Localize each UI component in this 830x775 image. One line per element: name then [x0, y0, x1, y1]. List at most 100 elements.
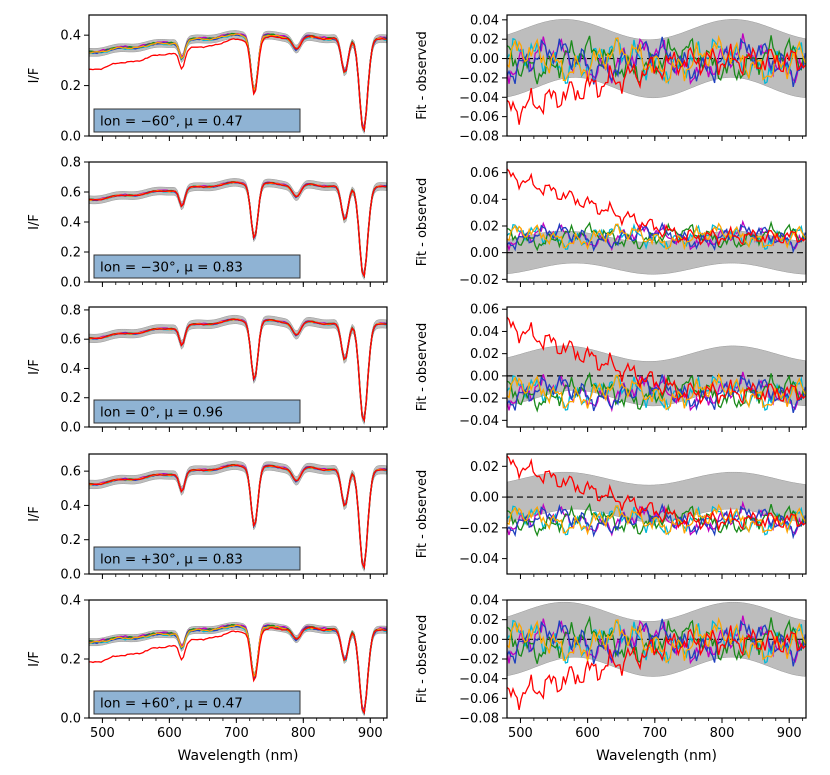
annotation-text: lon = +60°, μ = 0.47: [100, 696, 243, 712]
red-model-line: [89, 181, 387, 279]
x-tick-label: 600: [157, 726, 182, 741]
y-axis-label: I/F: [27, 651, 42, 667]
axes-frame: [506, 14, 807, 137]
orange-model-line: [507, 616, 806, 664]
spectrum-panel-3: 0.0 0.2 0.4 0.6 0.8 lon = 0°, μ = 0.96 I/F: [27, 303, 388, 436]
y-tick-label: 0.6: [60, 465, 81, 480]
y-tick-label: 0.06: [470, 166, 499, 181]
plot-area: [507, 316, 806, 413]
spectrum-panel-1: 0.0 0.2 0.4 lon = −60°, μ = 0.47 I/F: [27, 14, 388, 145]
red-model-line: [507, 455, 806, 532]
y-axis-label: Fit - observed: [415, 470, 430, 558]
annotation-text: lon = 0°, μ = 0.96: [100, 405, 223, 421]
y-axis-label: Fit - observed: [415, 178, 430, 266]
annotation-box: [93, 399, 301, 424]
axes-frame: [506, 453, 807, 575]
y-tick-label: −0.06: [459, 110, 499, 125]
y-tick-label: 0.4: [60, 362, 81, 377]
y-tick-label: 0.2: [60, 653, 81, 668]
axes-frame: [88, 14, 388, 137]
y-tick-label: −0.02: [459, 653, 499, 668]
axes-frame: [506, 599, 807, 719]
orange-model-line: [507, 503, 806, 536]
y-tick-label: 0.4: [60, 216, 81, 231]
x-tick-label: 900: [358, 726, 383, 741]
axes-frame: [506, 161, 807, 283]
x-tick-label: 800: [291, 726, 316, 741]
y-tick-label: 0.02: [470, 613, 499, 628]
y-axis-label: Fit - observed: [415, 615, 430, 703]
y-tick-label: 0.00: [470, 491, 499, 506]
plot-area: [89, 314, 387, 426]
plot-area: [507, 601, 806, 711]
y-tick-label: 0.04: [470, 13, 499, 28]
y-axis-label: I/F: [27, 359, 42, 375]
uncertainty-band: [89, 622, 387, 717]
orange-model-line: [507, 372, 806, 411]
y-tick-label: 0.0: [60, 130, 81, 145]
red-model-line: [507, 625, 806, 711]
y-tick-label: 0.02: [470, 347, 499, 362]
annotation-text: lon = −60°, μ = 0.47: [100, 114, 243, 130]
y-tick-label: 0.00: [470, 246, 499, 261]
spectrum-panel-4: 0.0 0.2 0.4 0.6 lon = +30°, μ = 0.83 I/F: [27, 453, 388, 583]
x-tick-label: 700: [224, 726, 249, 741]
red-model-line: [507, 43, 806, 125]
y-tick-label: −0.06: [459, 692, 499, 707]
y-axis-label: I/F: [27, 214, 42, 230]
y-tick-label: 0.04: [470, 193, 499, 208]
red-model-line: [507, 168, 806, 247]
y-tick-label: 0.00: [470, 52, 499, 67]
residual-panel-5: 500 600 700 800 900 0.04 0.02 0.00 −0.02 −0.04 −0.…: [415, 594, 807, 741]
orange-model-line: [507, 222, 806, 251]
y-tick-label: −0.04: [459, 414, 499, 429]
y-tick-label: 0.0: [60, 276, 81, 291]
axes-frame: [88, 161, 388, 283]
x-tick-label: 500: [508, 726, 533, 741]
y-tick-label: −0.02: [459, 521, 499, 536]
y-tick-label: 0.2: [60, 246, 81, 261]
x-tick-label: 800: [710, 726, 735, 741]
axes-frame: [88, 306, 388, 428]
annotation-box: [93, 546, 301, 571]
residual-panel-3: 0.06 0.04 0.02 0.00 −0.02 −0.04 Fit - observed: [415, 303, 807, 432]
x-tick-label: 600: [575, 726, 600, 741]
plot-area: [507, 455, 806, 540]
y-tick-label: −0.08: [459, 712, 499, 727]
plot-area: [507, 168, 806, 275]
y-tick-label: −0.04: [459, 91, 499, 106]
y-tick-label: 0.4: [60, 499, 81, 514]
red-model-line: [89, 626, 387, 715]
red-model-line: [89, 318, 387, 423]
red-model-line: [89, 35, 387, 133]
y-tick-label: −0.04: [459, 552, 499, 567]
y-tick-label: 0.02: [470, 460, 499, 475]
spectrum-panel-5: 500 600 700 800 900 0.0 0.2 0.4 lon = +60°, μ = …: [27, 594, 388, 741]
axes-frame: [88, 453, 388, 575]
y-tick-label: 0.8: [60, 156, 81, 171]
axes-frame: [88, 599, 388, 719]
y-tick-label: 0.02: [470, 220, 499, 235]
y-tick-label: 0.06: [470, 303, 499, 318]
y-tick-label: −0.02: [459, 71, 499, 86]
y-tick-label: 0.0: [60, 568, 81, 583]
orange-model-line: [507, 34, 806, 84]
uncertainty-band: [89, 460, 387, 573]
y-tick-label: 0.0: [60, 421, 81, 436]
uncertainty-band: [89, 314, 387, 426]
x-tick-label: 500: [90, 726, 115, 741]
y-tick-label: 0.4: [60, 594, 81, 609]
y-tick-label: 0.2: [60, 79, 81, 94]
y-tick-label: −0.02: [459, 392, 499, 407]
plot-area: [89, 622, 387, 717]
y-axis-label: Fit - observed: [415, 323, 430, 411]
y-tick-label: 0.04: [470, 594, 499, 609]
y-tick-label: −0.04: [459, 672, 499, 687]
annotation-box: [93, 690, 301, 715]
annotation-text: lon = −30°, μ = 0.83: [100, 260, 243, 276]
x-tick-label: 700: [642, 726, 667, 741]
annotation-box: [93, 254, 301, 279]
y-tick-label: 0.2: [60, 533, 81, 548]
y-tick-label: 0.00: [470, 369, 499, 384]
spectrum-panel-2: 0.0 0.2 0.4 0.6 0.8 lon = −30°, μ = 0.83 I/F: [27, 156, 388, 291]
